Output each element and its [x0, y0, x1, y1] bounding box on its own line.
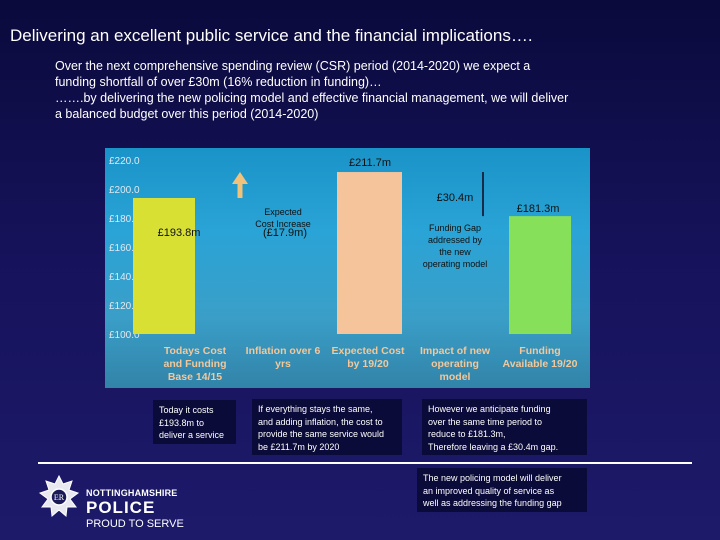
note-line: £193.8m to: [159, 417, 205, 428]
intro-text: Over the next comprehensive spending rev…: [55, 58, 655, 122]
y-tick-label: £200.0: [109, 185, 140, 196]
note-line: provide the same service would: [258, 429, 385, 439]
note-line: over the same time period to: [428, 416, 543, 427]
inflation-arrowhead: [232, 172, 248, 185]
note-line: reduce to £181.3m,: [428, 429, 506, 439]
intro-line: …….by delivering the new policing model …: [55, 91, 569, 105]
note-inflation: If everything stays the same, and adding…: [252, 399, 402, 455]
note-line: and adding inflation, the cost to: [258, 416, 383, 427]
note-funding: However we anticipate funding over the s…: [422, 399, 587, 455]
svg-text:ER: ER: [54, 493, 65, 502]
waterfall-chart: £220.0 £200.0 £180.0 £160.0 £140.0 £120.0 £100…: [105, 148, 590, 388]
annotation: Cost Increase: [255, 219, 311, 229]
x-category-label: Available 19/20: [503, 358, 578, 370]
bar-todays-cost: [133, 197, 195, 334]
y-tick-label: £180.0: [109, 214, 140, 225]
x-category-label: Impact of new: [420, 345, 491, 357]
logo-line2: POLICE: [86, 498, 156, 517]
note-line: Therefore leaving a £30.4m gap.: [428, 441, 559, 452]
x-category-label: Inflation over 6: [246, 345, 321, 357]
intro-line: funding shortfall of over £30m (16% redu…: [55, 75, 382, 89]
note-line: well as addressing the funding gap: [423, 498, 562, 508]
bar-label: £193.8m: [158, 227, 201, 239]
bar-expected-cost: [337, 172, 402, 334]
y-tick-label: £220.0: [109, 156, 140, 167]
x-category-label: Base 14/15: [168, 371, 222, 383]
annotation: operating model: [423, 259, 488, 269]
note-line: an improved quality of service as: [423, 485, 555, 496]
police-crest-icon: ER: [38, 474, 80, 517]
bar-label: (£17.9m): [263, 227, 307, 239]
note-line: If everything stays the same,: [258, 404, 373, 414]
note-line: Today it costs: [159, 405, 214, 415]
y-tick-label: £140.0: [109, 272, 140, 283]
y-tick-label: £160.0: [109, 243, 140, 254]
chart-canvas: £220.0 £200.0 £180.0 £160.0 £140.0 £120.0 £100…: [109, 156, 578, 383]
x-category-label: Funding: [519, 345, 560, 357]
annotation: addressed by: [428, 235, 483, 245]
x-category-label: operating: [431, 358, 479, 370]
annotation: Funding Gap: [429, 223, 481, 233]
intro-line: a balanced budget over this period (2014…: [55, 107, 319, 121]
x-category-label: and Funding: [164, 358, 227, 370]
note-today-cost: Today it costs £193.8m to deliver a serv…: [153, 400, 236, 444]
note-line: be £211.7m by 2020: [258, 441, 340, 452]
x-category-label: model: [440, 371, 471, 383]
divider: [38, 462, 692, 464]
bar-label: £181.3m: [517, 203, 560, 215]
bar-funding-available: [509, 216, 571, 334]
logo-line3: PROUD TO SERVE: [86, 518, 184, 530]
x-category-label: by 19/20: [347, 358, 389, 370]
police-logo: ER NOTTINGHAMSHIRE POLICE PROUD TO SERVE: [36, 474, 186, 534]
intro-line: Over the next comprehensive spending rev…: [55, 59, 531, 73]
bar-label: £211.7m: [349, 157, 391, 169]
annotation: the new: [439, 247, 471, 257]
bar-label: £30.4m: [437, 192, 474, 204]
note-policing-model: The new policing model will deliver an i…: [417, 468, 587, 512]
annotation: Expected: [264, 207, 302, 217]
logo-line1: NOTTINGHAMSHIRE: [86, 488, 178, 498]
y-tick-label: £120.0: [109, 301, 140, 312]
x-category-label: Todays Cost: [164, 345, 227, 357]
x-category-label: yrs: [275, 358, 291, 370]
note-line: The new policing model will deliver: [423, 473, 562, 483]
x-category-label: Expected Cost: [332, 345, 405, 357]
slide-title: Delivering an excellent public service a…: [10, 26, 533, 45]
note-line: However we anticipate funding: [428, 404, 551, 414]
y-tick-label: £100.0: [109, 330, 140, 341]
note-line: deliver a service: [159, 430, 225, 440]
